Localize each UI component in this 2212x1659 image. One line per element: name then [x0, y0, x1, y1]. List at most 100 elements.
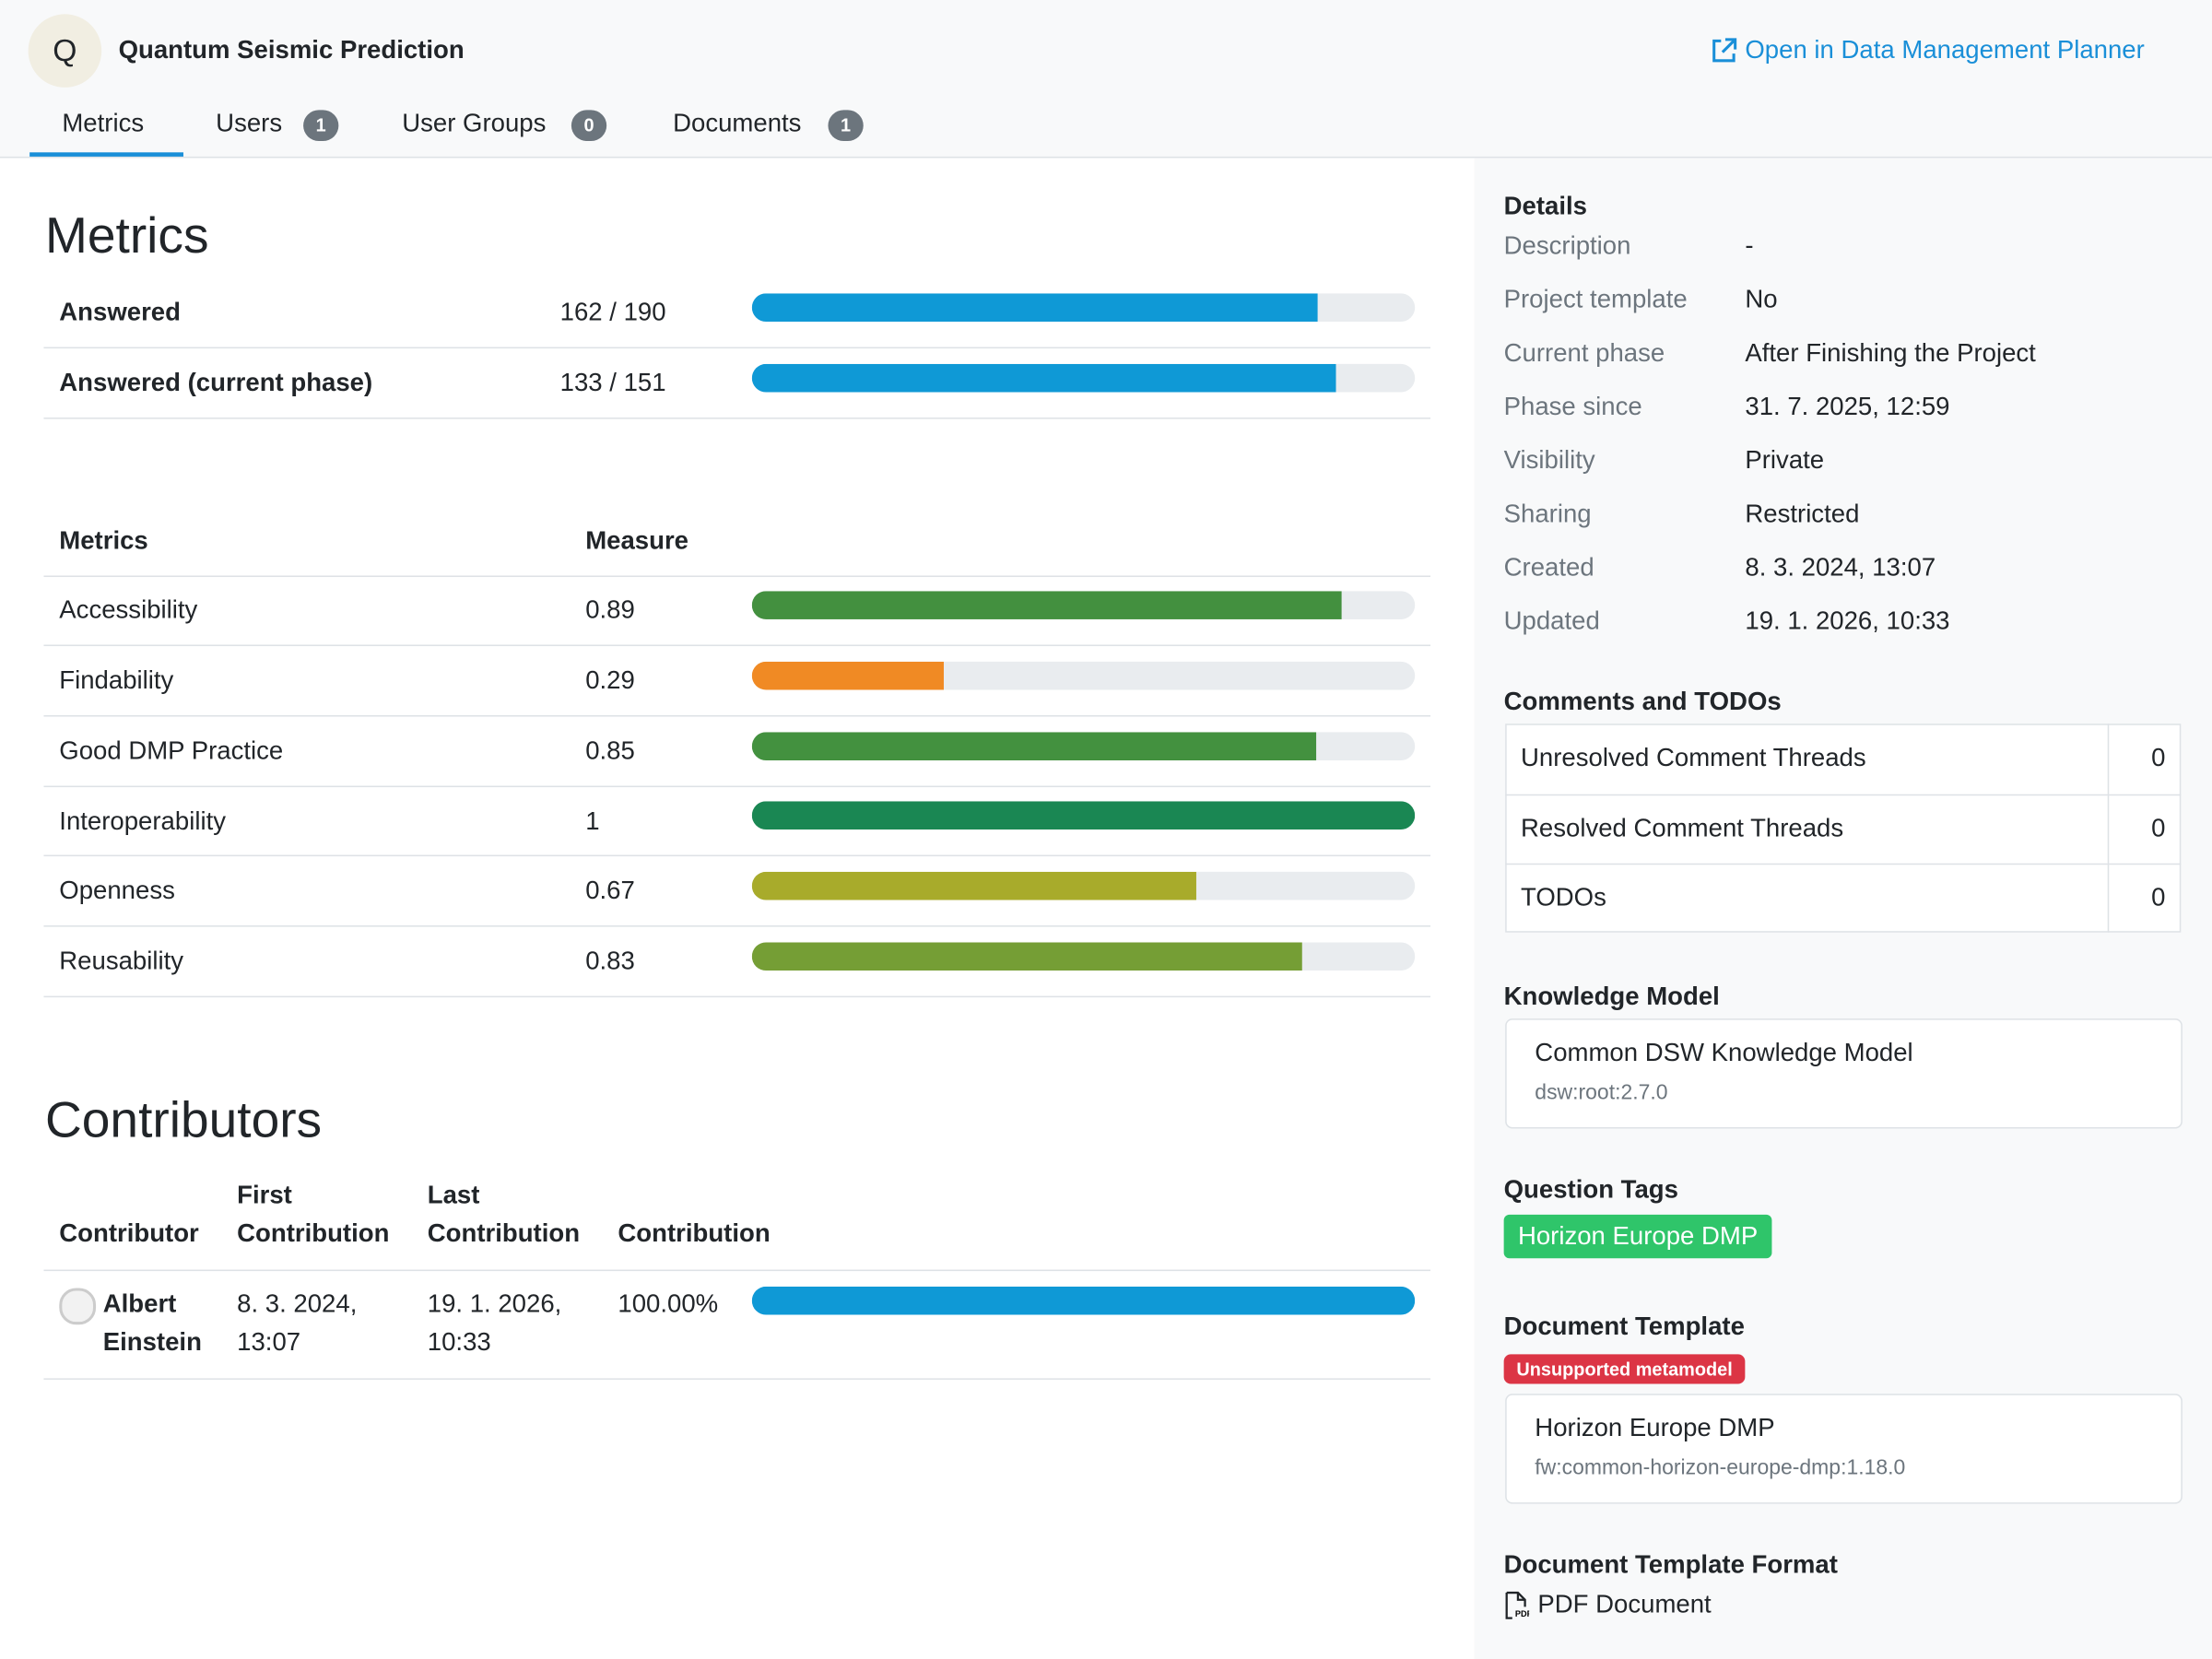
detail-value: After Finishing the Project [1745, 338, 2036, 368]
metric-value: 0.89 [585, 595, 635, 624]
tab[interactable]: Users [216, 109, 283, 137]
comment-label: Resolved Comment Threads [1520, 813, 1844, 842]
metric-value: 0.85 [585, 735, 635, 765]
comments-divider [2107, 724, 2110, 933]
table-header: Last Contribution [427, 1181, 581, 1248]
question-tag: Horizon Europe DMP [1503, 1214, 1772, 1259]
row-divider [1505, 793, 2182, 795]
format-heading: Document Template Format [1503, 1550, 1838, 1579]
row-divider [43, 1378, 1431, 1380]
contribution-value: 100.00% [618, 1288, 719, 1318]
user-avatar [59, 1288, 97, 1325]
row-divider [43, 784, 1431, 787]
metric-name: Good DMP Practice [59, 735, 284, 765]
first-contribution: 8. 3. 2024, 13:07 [237, 1288, 358, 1356]
km-card [1505, 1018, 2183, 1129]
progress-text: 162 / 190 [559, 298, 666, 326]
table-header: Contributor [59, 1218, 199, 1248]
comment-label: Unresolved Comment Threads [1520, 743, 1866, 772]
tags-heading: Question Tags [1503, 1174, 1678, 1204]
detail-value: No [1745, 285, 1778, 314]
progress-bar [751, 661, 945, 690]
progress-bar [751, 731, 1316, 760]
details-heading: Details [1503, 192, 1587, 220]
detail-label: Phase since [1503, 392, 1642, 421]
comment-count: 0 [2151, 883, 2166, 912]
progress-track [751, 363, 1416, 393]
metric-name: Openness [59, 877, 175, 905]
progress-track [751, 942, 1416, 971]
detail-label: Created [1503, 553, 1594, 582]
project-title: Quantum Seismic Prediction [118, 35, 465, 64]
tab[interactable]: User Groups [402, 109, 547, 137]
km-id: dsw:root:2.7.0 [1535, 1080, 1668, 1105]
comment-count: 0 [2151, 743, 2166, 772]
detail-label: Visibility [1503, 445, 1595, 475]
row-divider [43, 347, 1431, 349]
row-divider [43, 925, 1431, 927]
template-heading: Document Template [1503, 1312, 1745, 1341]
detail-value: Private [1745, 445, 1825, 475]
contributor-name: Albert Einstein [102, 1288, 202, 1356]
format-name: PDF Document [1537, 1589, 1712, 1618]
progress-label: Answered [59, 298, 181, 326]
progress-bar [751, 591, 1343, 619]
row-divider [43, 418, 1431, 419]
table-header: Measure [585, 526, 689, 555]
km-name: Common DSW Knowledge Model [1535, 1038, 1913, 1067]
metric-value: 0.83 [585, 947, 635, 975]
tab-count-badge: 1 [303, 110, 339, 142]
progress-bar [751, 942, 1302, 971]
progress-text: 133 / 151 [559, 368, 666, 397]
row-divider [43, 714, 1431, 717]
progress-track [751, 661, 1416, 690]
metric-value: 1 [585, 806, 600, 835]
project-avatar: Q [28, 14, 102, 88]
metric-name: Findability [59, 665, 174, 695]
tab-count-badge: 1 [828, 110, 864, 142]
progress-track [751, 872, 1416, 900]
active-tab-underline [29, 152, 183, 157]
template-name: Horizon Europe DMP [1535, 1413, 1775, 1442]
tab[interactable]: Documents [673, 109, 802, 137]
external-link-icon[interactable] [1710, 37, 1738, 65]
comments-table [1505, 724, 2182, 933]
comment-label: TODOs [1520, 883, 1606, 912]
template-card [1505, 1394, 2183, 1504]
progress-track [751, 801, 1416, 830]
header-border [0, 156, 2212, 159]
detail-value: Restricted [1745, 500, 1860, 528]
table-header: First Contribution [237, 1181, 390, 1248]
progress-bar [751, 872, 1196, 900]
detail-label: Updated [1503, 606, 1600, 636]
row-divider [43, 1269, 1431, 1272]
last-contribution: 19. 1. 2026, 10:33 [427, 1288, 562, 1356]
progress-bar [751, 293, 1318, 322]
header [0, 0, 2212, 157]
tab[interactable]: Metrics [62, 109, 145, 137]
progress-track [751, 731, 1416, 760]
metric-value: 0.29 [585, 665, 635, 695]
progress-track [751, 293, 1416, 322]
table-header: Metrics [59, 526, 148, 555]
metric-value: 0.67 [585, 877, 635, 905]
open-dmp-link[interactable]: Open in Data Management Planner [1745, 35, 2145, 64]
contributors-heading: Contributors [44, 1090, 323, 1148]
detail-label: Current phase [1503, 338, 1665, 368]
detail-value: 8. 3. 2024, 13:07 [1745, 553, 1936, 582]
progress-bar [751, 801, 1416, 830]
metrics-heading: Metrics [44, 206, 209, 265]
pdf-icon: PDF [1505, 1591, 1529, 1619]
row-divider [43, 644, 1431, 647]
metric-name: Accessibility [59, 595, 198, 624]
table-header: Contribution [618, 1218, 771, 1248]
detail-value: 19. 1. 2026, 10:33 [1745, 606, 1950, 636]
detail-label: Project template [1503, 285, 1688, 314]
template-id: fw:common-horizon-europe-dmp:1.18.0 [1535, 1455, 1906, 1480]
svg-text:PDF: PDF [1515, 1609, 1529, 1618]
detail-value: - [1745, 231, 1754, 260]
progress-label: Answered (current phase) [59, 368, 373, 397]
detail-label: Sharing [1503, 500, 1592, 528]
progress-bar [751, 1286, 1416, 1315]
